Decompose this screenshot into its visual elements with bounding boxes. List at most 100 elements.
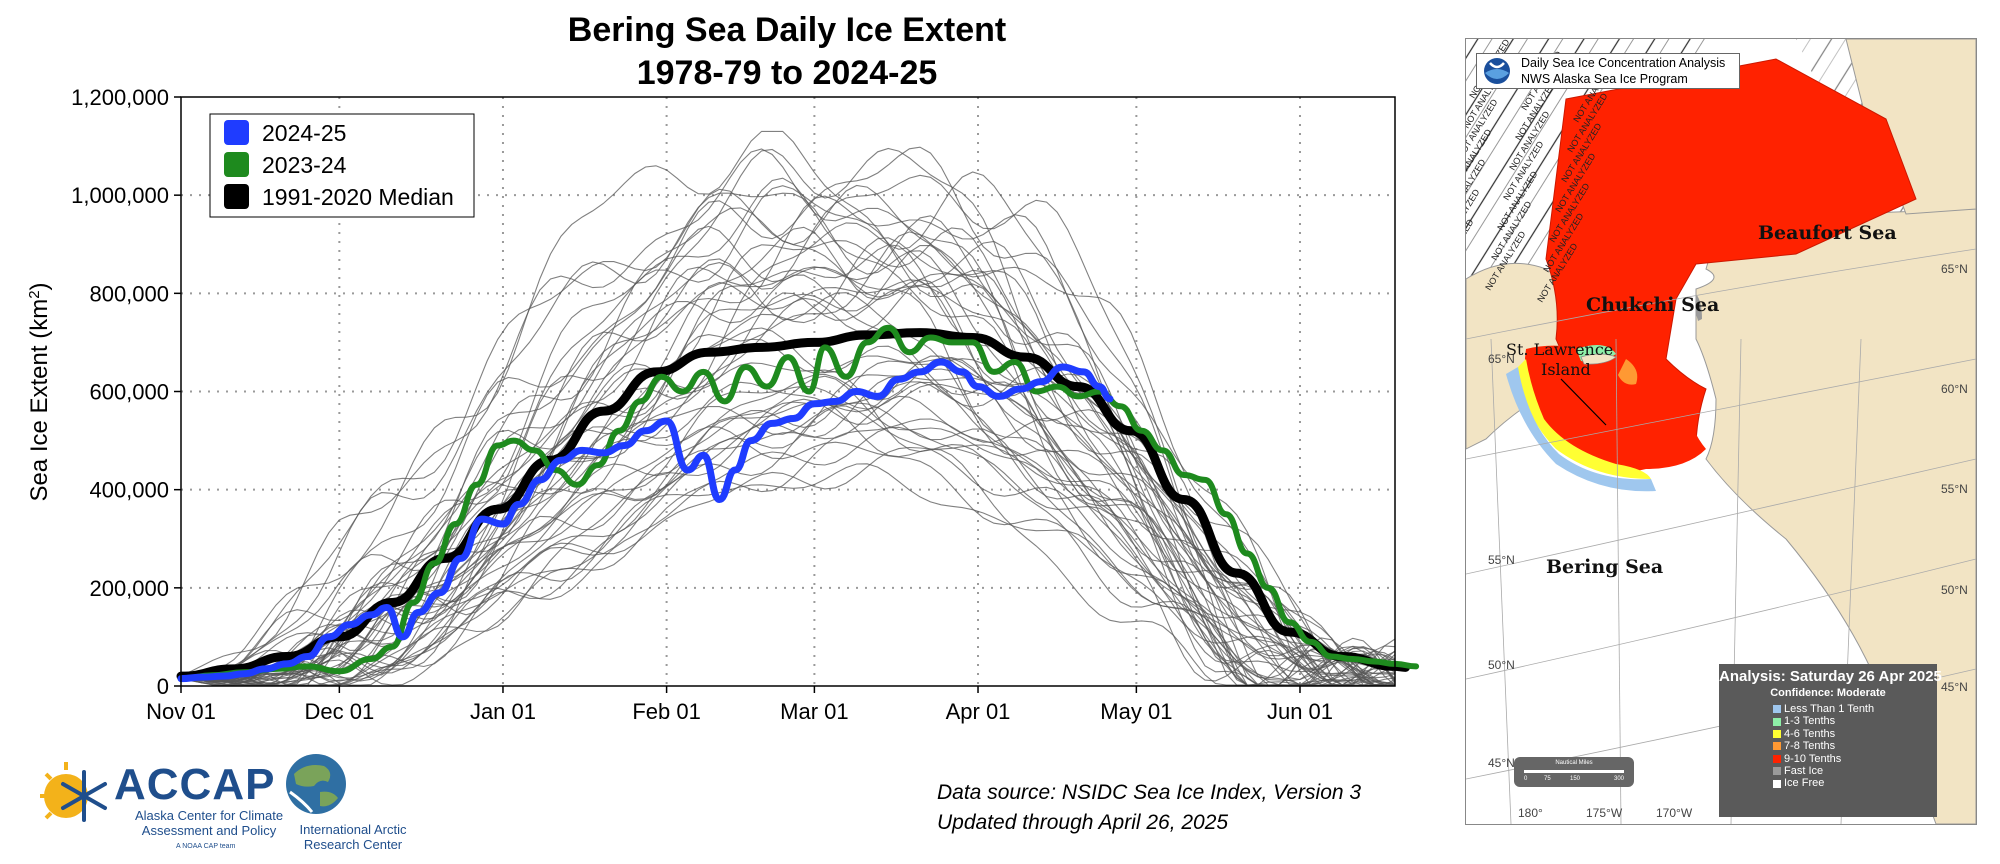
series-line-1991-2020-median <box>176 328 1411 681</box>
scale-tick: 75 <box>1544 776 1551 782</box>
y-tick-label: 600,000 <box>89 380 169 405</box>
historical-year-line <box>180 274 1396 686</box>
y-tick-label: 200,000 <box>89 576 169 601</box>
historical-year-line <box>180 426 1396 686</box>
historical-year-line <box>180 244 1395 686</box>
ice-extent-chart: Bering Sea Daily Ice Extent 1978-79 to 2… <box>26 11 1420 834</box>
data-source-line: Data source: NSIDC Sea Ice Index, Versio… <box>937 781 1361 804</box>
legend: 2024-25 2023-24 1991-2020 Median <box>209 113 475 218</box>
historical-year-line <box>180 226 1396 686</box>
lat-label: 45°N <box>1488 756 1515 770</box>
y-axis-label: Sea Ice Extent (km2) <box>26 282 54 501</box>
label-st-lawrence-1: St. Lawrence <box>1506 340 1613 359</box>
label-bering-sea: Bering Sea <box>1546 556 1663 578</box>
lat-label: 55°N <box>1488 553 1515 567</box>
scale-tick: 0 <box>1524 776 1528 782</box>
legend-swatch <box>1773 717 1781 726</box>
historical-year-line <box>180 184 1395 686</box>
legend-item-label: 4-6 Tenths <box>1784 727 1836 740</box>
series-line-2024-25 <box>177 358 1114 683</box>
label-st-lawrence-2: Island <box>1541 360 1591 379</box>
y-tick-label: 1,000,000 <box>71 183 169 208</box>
historical-year-line <box>180 192 1396 686</box>
x-tick-label: Dec 01 <box>304 699 374 724</box>
concentration-legend-list: Less Than 1 Tenth 1-3 Tenths 4-6 Tenths … <box>1773 703 1937 790</box>
analysis-legend: Analysis: Saturday 26 Apr 2025 Confidenc… <box>1719 664 1942 817</box>
historical-year-line <box>180 405 1396 686</box>
legend-swatch-2024-25 <box>224 120 249 145</box>
logo-area: ACCAP Alaska Center for Climate Assessme… <box>36 740 406 852</box>
historical-year-line <box>180 177 1396 686</box>
map-header: Daily Sea Ice Concentration Analysis NWS… <box>1476 53 1740 89</box>
accap-wordmark: ACCAP <box>114 760 276 809</box>
ice-4-6-tenths <box>1516 359 1651 479</box>
legend-swatch-median <box>224 184 249 209</box>
legend-item: Less Than 1 Tenth <box>1773 703 1937 715</box>
label-beaufort-sea: Beaufort Sea <box>1758 222 1897 244</box>
historical-year-line <box>180 368 1396 686</box>
accap-fullname: Alaska Center for Climate Assessment and… <box>134 808 284 838</box>
ice-7-8-tenths <box>1618 359 1638 385</box>
ice-9-10-tenths-bering <box>1524 345 1706 473</box>
scale-bar-line <box>1524 770 1624 773</box>
lon-label: 180° <box>1518 806 1543 820</box>
scale-tick: 300 <box>1614 776 1625 782</box>
x-tick-label: Jan 01 <box>470 699 536 724</box>
scale-tick: 150 <box>1570 776 1581 782</box>
x-tick-label: May 01 <box>1100 699 1172 724</box>
x-tick-label: Apr 01 <box>946 699 1011 724</box>
analysis-confidence: Confidence: Moderate <box>1770 687 1886 699</box>
legend-item: 4-6 Tenths <box>1773 728 1937 740</box>
lat-label: 50°N <box>1488 658 1515 672</box>
sun-snowflake-icon <box>40 762 107 822</box>
iarc-globe-icon <box>286 754 346 814</box>
scale-title: Nautical Miles <box>1555 760 1593 766</box>
map-header-line2: NWS Alaska Sea Ice Program <box>1521 72 1688 86</box>
historical-year-line <box>180 185 1396 686</box>
legend-swatch <box>1773 705 1781 714</box>
legend-box <box>209 113 475 218</box>
historical-year-line <box>180 148 1396 686</box>
updated-line: Updated through April 26, 2025 <box>937 811 1228 834</box>
scale-bar: Nautical Miles 0 75 150 300 <box>1514 757 1634 787</box>
historical-year-line <box>180 174 1395 686</box>
legend-swatch <box>1773 754 1781 763</box>
legend-label-2024-25: 2024-25 <box>262 120 346 146</box>
historical-year-line <box>180 188 1396 682</box>
y-axis-ticks: 0 200,000 400,000 600,000 800,000 1,000,000 1,… <box>71 85 181 699</box>
legend-item-label: 1-3 Tenths <box>1784 715 1836 728</box>
series-line-2023-24 <box>178 324 1420 682</box>
lat-label: 65°N <box>1488 352 1515 366</box>
x-axis-ticks: Nov 01 Dec 01 Jan 01 Feb 01 Mar 01 Apr 01 May … <box>146 686 1333 724</box>
y-tick-label: 800,000 <box>89 281 169 306</box>
historical-year-line <box>180 171 1396 686</box>
legend-swatch-2023-24 <box>224 152 249 177</box>
legend-item-label: Ice Free <box>1784 777 1825 790</box>
y-tick-label: 1,200,000 <box>71 85 169 110</box>
lat-label: 45°N <box>1941 680 1968 694</box>
legend-item: 9-10 Tenths <box>1773 753 1937 765</box>
lon-label: 175°W <box>1586 806 1623 820</box>
historical-years-lines <box>180 130 1396 686</box>
legend-label-2023-24: 2023-24 <box>262 152 347 178</box>
label-chukchi-sea: Chukchi Sea <box>1586 294 1719 316</box>
legend-swatch <box>1773 767 1781 776</box>
chart-title: Bering Sea Daily Ice Extent <box>568 11 1006 49</box>
historical-year-line <box>180 231 1395 686</box>
historical-year-line <box>180 270 1396 686</box>
historical-year-line <box>180 240 1396 686</box>
legend-label-median: 1991-2020 Median <box>262 184 454 210</box>
x-tick-label: Jun 01 <box>1267 699 1333 724</box>
lat-label: 65°N <box>1941 262 1968 276</box>
historical-year-line <box>180 375 1395 686</box>
legend-swatch <box>1773 742 1781 751</box>
st-lawrence-pointer <box>1560 378 1607 426</box>
lat-label: 60°N <box>1941 382 1968 396</box>
lat-label: 50°N <box>1941 583 1968 597</box>
historical-year-line <box>180 244 1396 686</box>
historical-year-line <box>180 237 1395 686</box>
map-header-line1: Daily Sea Ice Concentration Analysis <box>1521 56 1726 70</box>
ice-less-than-1-tenth <box>1506 367 1656 492</box>
x-tick-label: Mar 01 <box>780 699 848 724</box>
x-tick-label: Feb 01 <box>632 699 701 724</box>
